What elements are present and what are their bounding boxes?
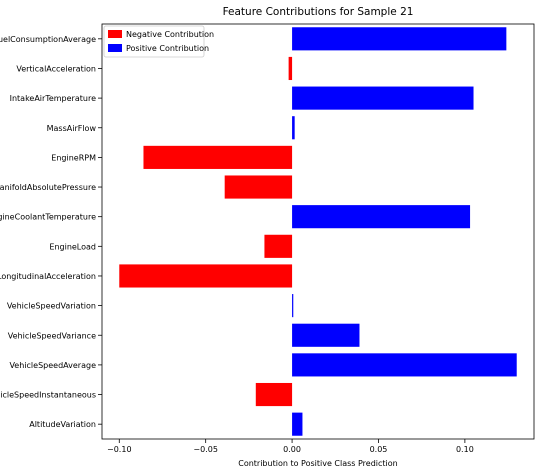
y-tick-label: EngineLoad [49,242,96,251]
x-axis-label: Contribution to Positive Class Predictio… [238,459,398,468]
x-tick-label: −0.10 [107,445,132,454]
y-tick-label: VehicleSpeedInstantaneous [0,391,96,400]
bar [224,175,293,199]
bar [292,323,360,347]
legend-label-positive: Positive Contribution [126,44,209,53]
y-tick-label: VehicleSpeedAverage [9,361,96,370]
bar [292,412,303,436]
y-tick-label: VehicleSpeedVariance [8,331,96,340]
y-tick-label: VerticalAcceleration [16,64,96,73]
legend: Negative Contribution Positive Contribut… [103,25,214,58]
x-tick-label: 0.10 [456,445,474,454]
plot-frame [101,23,535,440]
y-tick-label: ManifoldAbsolutePressure [0,183,96,192]
legend-box [103,25,205,58]
x-tick-label: 0.05 [370,445,388,454]
y-tick-label: EngineRPM [51,153,96,162]
chart-title: Feature Contributions for Sample 21 [223,6,414,18]
bar [119,264,293,288]
bar [255,382,293,407]
y-tick-label: MassAirFlow [47,124,97,133]
legend-swatch-positive [108,44,122,52]
bar [292,27,507,51]
legend-label-negative: Negative Contribution [126,30,214,39]
bar [292,294,294,318]
bar [143,145,293,169]
y-tick-label: VehicleSpeedVariation [7,302,96,311]
plot-area: FuelConsumptionAverage VerticalAccelerati… [0,27,517,454]
bar [292,86,474,110]
y-tick-label: AltitudeVariation [29,420,96,429]
bar [288,56,293,81]
y-tick-label: IntakeAirTemperature [10,94,96,103]
y-tick-label: FuelConsumptionAverage [0,35,96,44]
bar [264,234,293,258]
legend-swatch-negative [108,30,122,38]
x-tick-label: 0.00 [283,445,301,454]
bar [292,205,471,229]
y-tick-label: EngineCoolantTemperature [0,213,96,222]
y-tick-label: LongitudinalAcceleration [0,272,96,281]
bar [292,353,517,377]
bar [292,116,295,140]
x-tick-label: −0.05 [193,445,218,454]
